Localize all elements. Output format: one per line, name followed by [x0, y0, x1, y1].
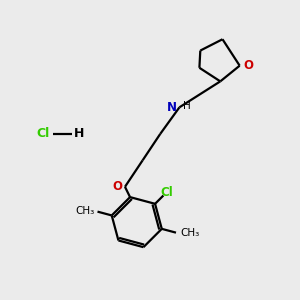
Text: N: N	[167, 101, 177, 114]
Text: CH₃: CH₃	[181, 228, 200, 239]
Text: Cl: Cl	[36, 127, 49, 140]
Text: CH₃: CH₃	[75, 206, 95, 216]
Text: O: O	[112, 180, 122, 193]
Text: O: O	[243, 59, 253, 72]
Text: H: H	[183, 101, 191, 111]
Text: H: H	[74, 127, 84, 140]
Text: Cl: Cl	[160, 186, 173, 199]
